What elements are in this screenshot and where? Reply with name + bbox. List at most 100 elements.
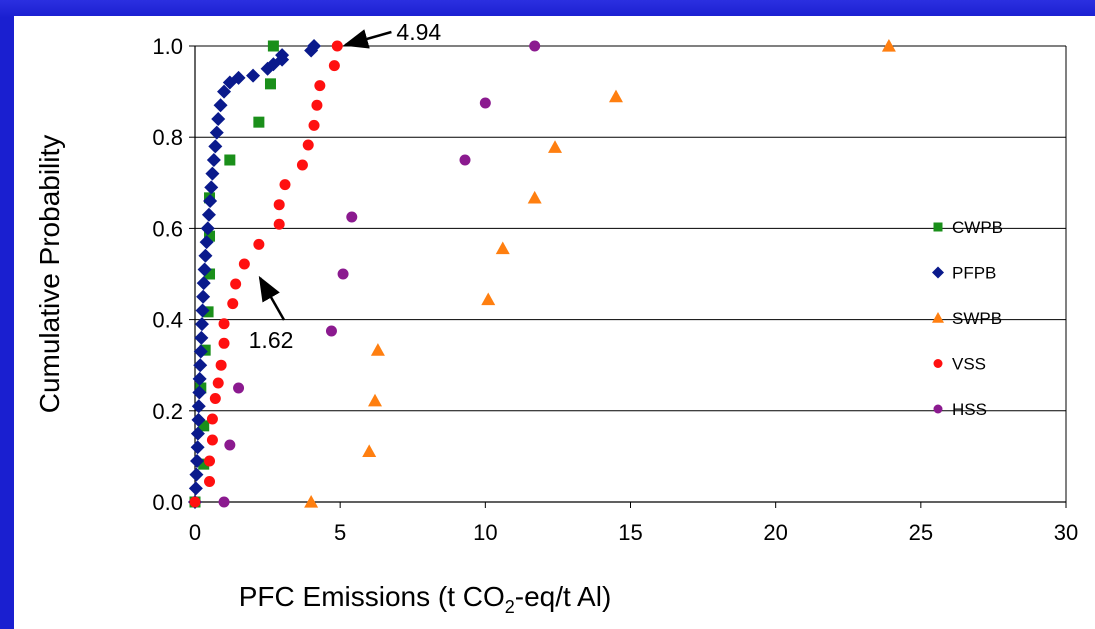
annotation-arrow-1 <box>258 275 286 321</box>
pfpb-point-25 <box>206 153 221 167</box>
hss-point-8 <box>529 40 541 52</box>
x-tick-label-2: 10 <box>473 520 497 545</box>
pfpb-point-18 <box>198 248 213 263</box>
scatter-chart: 0 5 10 15 20 25 30 0.0 0.2 0.4 0.6 0.8 1.0 4.94 1.62… <box>34 19 1078 617</box>
vss-point-6 <box>212 377 224 389</box>
cwpb-point-7 <box>204 230 216 242</box>
legend-label-hss: HSS <box>952 400 987 419</box>
pfpb-point-16 <box>196 276 211 291</box>
annotations: 4.94 1.62 <box>249 19 442 353</box>
x-tick-label-5: 25 <box>909 520 933 545</box>
x-tick-label-1: 5 <box>334 520 346 545</box>
vss-point-10 <box>227 298 239 310</box>
legend-marker-pfpb <box>932 266 944 279</box>
legend-label-cwpb: CWPB <box>952 218 1003 237</box>
pfpb-point-33 <box>246 68 261 83</box>
axes <box>189 45 1067 508</box>
y-tick-label-1: 0.2 <box>152 399 183 424</box>
vss-point-21 <box>314 80 326 92</box>
grid-lines <box>195 45 1066 412</box>
pfpb-point-21 <box>201 207 216 222</box>
y-tick-label-3: 0.6 <box>152 216 183 241</box>
swpb-point-8 <box>608 89 623 103</box>
legend-marker-swpb <box>932 312 944 323</box>
pfpb-point-23 <box>204 180 219 195</box>
pfpb-point-20 <box>200 221 215 236</box>
vss-point-22 <box>328 60 340 72</box>
hss-point-3 <box>325 325 337 337</box>
vss-point-17 <box>296 159 308 171</box>
pfpb-point-39 <box>307 39 322 53</box>
pfpb-point-14 <box>195 303 210 318</box>
vss-point-5 <box>209 392 221 404</box>
pfpb-point-1 <box>188 481 203 496</box>
cwpb-point-6 <box>204 268 216 280</box>
pfpb-point-11 <box>193 344 208 359</box>
pfpb-point-19 <box>199 235 214 250</box>
data-series <box>188 39 896 509</box>
pfpb-point-24 <box>205 166 220 181</box>
swpb-point-5 <box>495 241 510 255</box>
pfpb-point-37 <box>275 48 290 63</box>
vss-point-16 <box>279 179 291 191</box>
vss-point-9 <box>218 318 230 330</box>
pfpb-point-28 <box>211 111 226 126</box>
vss-point-11 <box>230 278 242 290</box>
chart-panel: 0 5 10 15 20 25 30 0.0 0.2 0.4 0.6 0.8 1.0 4.94 1.62… <box>14 16 1095 629</box>
cwpb-point-1 <box>198 458 210 470</box>
pfpb-point-4 <box>190 440 205 455</box>
x-tick-label-6: 30 <box>1054 520 1078 545</box>
cwpb-point-10 <box>253 116 265 128</box>
pfpb-point-34 <box>260 61 275 76</box>
vss-point-14 <box>273 218 285 230</box>
x-axis-title-tail: -eq/t Al) <box>515 581 611 612</box>
swpb-point-1 <box>362 444 377 457</box>
pfpb-point-15 <box>196 289 211 304</box>
pfpb-point-6 <box>191 412 206 427</box>
annotation-label-0: 4.94 <box>396 19 441 45</box>
legend-label-pfpb: PFPB <box>952 264 996 283</box>
vss-point-4 <box>206 413 218 425</box>
hss-point-1 <box>224 439 236 451</box>
x-axis-title-main: PFC Emissions (t CO <box>239 581 505 612</box>
series-vss <box>189 40 343 508</box>
cwpb-point-11 <box>264 78 276 90</box>
legend-marker-cwpb <box>933 222 943 232</box>
pfpb-point-2 <box>189 467 204 482</box>
y-tick-label-2: 0.4 <box>152 308 183 333</box>
pfpb-point-13 <box>194 317 209 332</box>
vss-point-12 <box>238 258 250 270</box>
legend-label-vss: VSS <box>952 355 986 374</box>
cwpb-point-9 <box>224 154 236 166</box>
pfpb-point-38 <box>304 43 319 58</box>
vss-point-0 <box>189 496 201 508</box>
swpb-point-6 <box>527 190 542 204</box>
pfpb-point-10 <box>193 358 208 373</box>
swpb-point-2 <box>368 393 383 407</box>
x-axis-title-subscript: 2 <box>505 597 515 617</box>
x-tick-label-4: 20 <box>763 520 787 545</box>
pfpb-point-22 <box>203 194 218 209</box>
series-hss <box>218 40 541 508</box>
hss-point-7 <box>479 97 491 109</box>
legend: CWPB PFPB SWPB VSS HSS <box>932 218 1003 419</box>
pfpb-point-30 <box>217 84 232 99</box>
legend-marker-vss <box>933 359 943 368</box>
hss-point-4 <box>337 268 349 280</box>
x-tick-labels: 0 5 10 15 20 25 30 <box>189 520 1078 545</box>
vss-point-20 <box>311 99 323 111</box>
pfpb-point-3 <box>190 453 205 468</box>
vss-point-7 <box>215 359 227 371</box>
pfpb-point-9 <box>192 371 207 386</box>
annotation-arrow-0 <box>343 29 392 49</box>
legend-marker-hss <box>933 404 943 414</box>
series-swpb <box>304 39 896 508</box>
swpb-point-0 <box>304 495 319 508</box>
x-axis-title: PFC Emissions (t CO2-eq/t Al) <box>239 581 612 617</box>
vss-point-8 <box>218 337 230 349</box>
vss-point-13 <box>253 238 265 250</box>
swpb-point-9 <box>881 39 896 52</box>
vss-point-19 <box>308 119 320 131</box>
pfpb-point-31 <box>222 75 237 90</box>
pfpb-point-8 <box>192 385 207 400</box>
